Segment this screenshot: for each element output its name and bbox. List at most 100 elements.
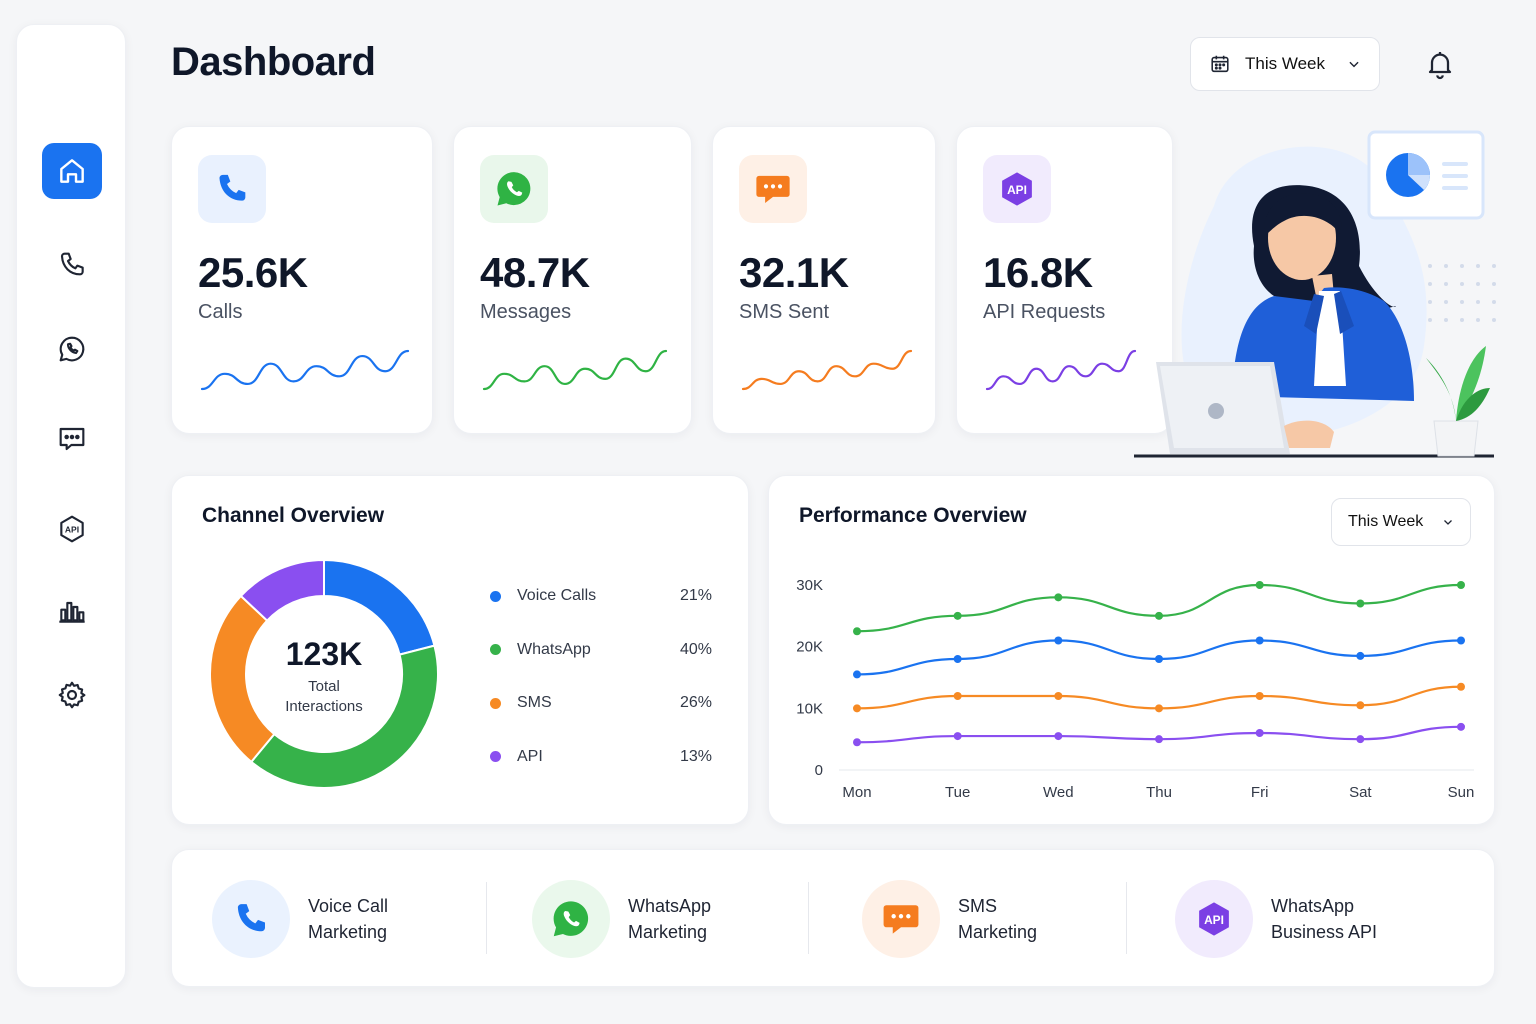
sidebar-item-api[interactable]: API (42, 501, 102, 557)
stat-card-calls[interactable]: 25.6K Calls (171, 126, 433, 434)
channel-whatsapp-marketing[interactable]: WhatsApp Marketing (532, 880, 711, 958)
legend-label: API (517, 747, 543, 765)
sparkline-path (985, 349, 1137, 391)
legend-dot (490, 590, 501, 602)
data-point (1356, 701, 1365, 710)
stat-value: 25.6K (198, 249, 308, 296)
whatsapp-icon (59, 336, 85, 362)
sidebar-item-whatsapp[interactable] (42, 321, 102, 377)
data-point (1054, 636, 1063, 645)
data-point (1155, 655, 1163, 663)
x-tick-label: Tue (945, 784, 970, 801)
message-icon (59, 427, 85, 451)
data-point (1255, 692, 1264, 700)
data-point (853, 738, 861, 747)
stat-label: API Requests (983, 301, 1106, 323)
x-tick-label: Fri (1251, 784, 1269, 801)
channel-sms-marketing[interactable]: SMS Marketing (862, 880, 1037, 958)
stat-card-api[interactable]: API 16.8K API Requests (956, 126, 1173, 434)
divider (486, 882, 487, 954)
data-point (1457, 682, 1465, 691)
gear-icon (58, 681, 86, 709)
whatsapp-icon (553, 901, 589, 937)
channel-voice-call-marketing[interactable]: Voice Call Marketing (212, 880, 388, 958)
stat-sparkline (985, 349, 1137, 391)
stat-icon-box (739, 155, 807, 223)
date-range-select[interactable]: This Week (1190, 37, 1380, 91)
x-tick-label: Wed (1043, 784, 1074, 801)
legend-dot (490, 697, 501, 709)
sidebar-item-settings[interactable] (42, 667, 102, 723)
illustration-woman-laptop (1134, 130, 1496, 458)
channel-overview-title: Channel Overview (202, 504, 385, 527)
data-point (853, 670, 861, 679)
sparkline-path (741, 349, 913, 391)
phone-icon (60, 252, 84, 276)
donut-slice-api (239, 558, 325, 623)
stat-card-sms[interactable]: 32.1K SMS Sent (712, 126, 936, 434)
x-tick-label: Sun (1448, 784, 1475, 801)
y-tick-label: 30K (796, 577, 823, 594)
chevron-down-icon (1349, 61, 1359, 68)
data-point (1356, 599, 1365, 608)
svg-text:API: API (1007, 183, 1027, 197)
donut-center: 123K Total Interactions (208, 636, 440, 717)
phone-icon (219, 174, 246, 201)
legend-value: 26% (679, 694, 712, 711)
legend-label: Voice Calls (517, 587, 597, 604)
legend-value: 40% (679, 640, 712, 658)
legend-value: 13% (679, 747, 712, 765)
channel-icon-circle (862, 880, 940, 958)
sms-icon (883, 905, 919, 934)
performance-line-chart: 0 10K 20K 30K Mon Tue Wed Thu Fri Sat Sun (796, 577, 1475, 801)
performance-overview-panel: Performance Overview This Week 0 10K 20K 30… (768, 475, 1495, 825)
page-title: Dashboard (171, 40, 376, 84)
legend-dot (490, 751, 501, 762)
stat-sparkline (741, 349, 913, 391)
data-point (1054, 692, 1063, 700)
sidebar-item-sms[interactable] (42, 411, 102, 467)
legend-item: WhatsApp 40% (490, 638, 712, 662)
performance-overview-title: Performance Overview (799, 504, 1027, 527)
sidebar-item-analytics[interactable] (42, 583, 102, 639)
y-tick-label: 0 (815, 762, 823, 779)
total-interactions-value: 123K (285, 636, 363, 672)
data-point (1457, 722, 1465, 731)
svg-text:API: API (65, 524, 79, 534)
legend-label: WhatsApp (517, 640, 591, 658)
sparkline-path (482, 349, 668, 391)
notifications-button[interactable] (1420, 44, 1460, 84)
data-point (1356, 651, 1365, 660)
channel-label: Voice Call Marketing (308, 896, 389, 942)
data-point (1155, 611, 1163, 620)
performance-period-label: This Week (1348, 513, 1424, 530)
data-point (1255, 636, 1264, 645)
data-point (1457, 581, 1465, 589)
stat-icon-box: API (983, 155, 1051, 223)
stat-label: Messages (480, 301, 572, 323)
sidebar-item-calls[interactable] (42, 237, 102, 293)
y-tick-label: 20K (796, 639, 823, 656)
divider (808, 882, 809, 954)
data-point (1255, 581, 1264, 589)
home-icon (60, 159, 84, 183)
channel-label: WhatsApp Marketing (628, 896, 712, 942)
channel-icon-circle (532, 880, 610, 958)
stat-card-messages[interactable]: 48.7K Messages (453, 126, 692, 434)
data-point (1054, 593, 1063, 602)
data-point (953, 692, 962, 700)
channel-icon-circle (212, 880, 290, 958)
series-line (856, 583, 1462, 633)
legend-item: API 13% (490, 745, 712, 769)
total-interactions-label: Total Interactions (285, 678, 363, 715)
divider (1126, 882, 1127, 954)
channel-overview-panel: Channel Overview 123K Total Interactions… (171, 475, 749, 825)
performance-period-select[interactable]: This Week (1331, 498, 1471, 546)
calendar-icon (1211, 55, 1229, 73)
stat-value: 32.1K (739, 249, 849, 296)
dot-grid-decoration (1428, 264, 1496, 322)
data-point (953, 611, 962, 620)
channel-label: WhatsApp Business API (1271, 896, 1378, 942)
sidebar-item-home[interactable] (42, 143, 102, 199)
channel-whatsapp-business-api[interactable]: API WhatsApp Business API (1175, 880, 1377, 958)
